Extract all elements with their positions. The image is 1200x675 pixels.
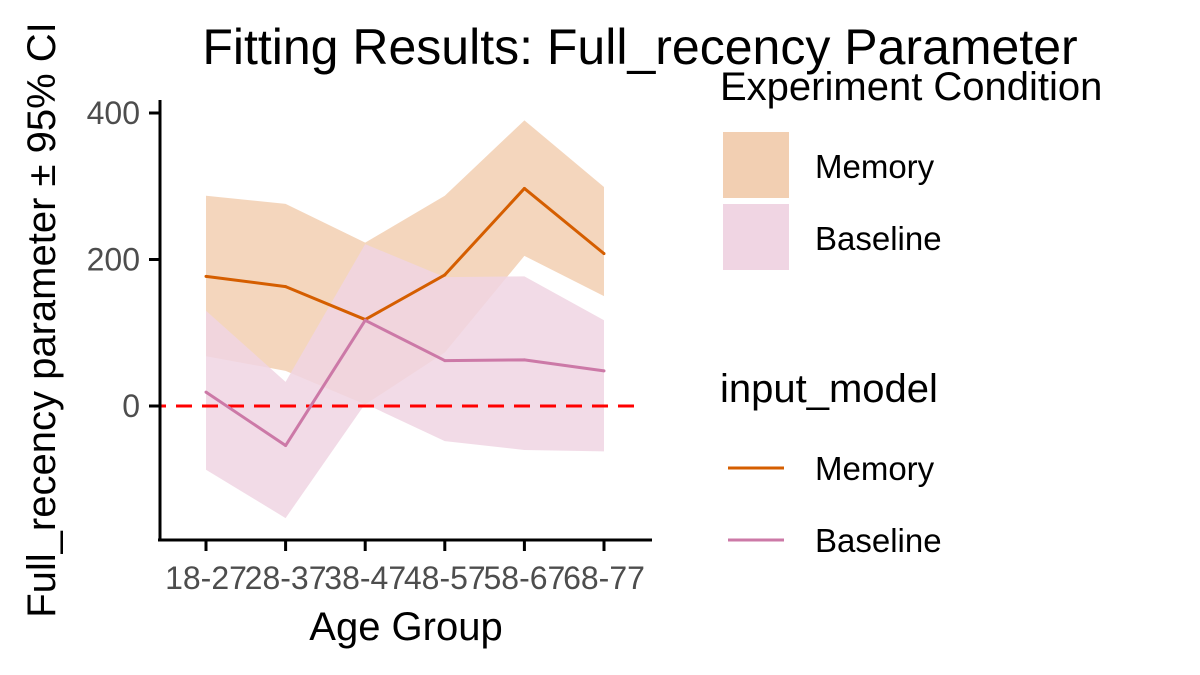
y-tick-label: 400 [87,95,140,131]
data-point-baseline [363,318,367,322]
y-axis-title: Full_recency parameter ± 95% CI [20,22,64,618]
legend-title: input_model [720,367,938,411]
series-lines [204,186,606,448]
legend-key-baseline-fill [723,204,789,270]
x-tick-label: 38-47 [324,560,406,596]
data-point-baseline [602,369,606,373]
legend-experiment-condition: Experiment Condition Memory Baseline [720,65,1102,270]
x-tick-label: 18-27 [165,560,247,596]
y-tick-label: 200 [87,242,140,278]
x-tick-label: 28-37 [245,560,327,596]
plot-area [150,120,642,519]
y-ticks: 0 200 400 [87,95,160,424]
x-tick-label: 48-57 [404,560,486,596]
legend-title: Experiment Condition [720,65,1102,109]
data-point-baseline [522,358,526,362]
ci-ribbon-baseline [206,244,604,519]
x-axis-title: Age Group [309,605,502,649]
legend-label: Baseline [815,220,942,257]
chart-title: Fitting Results: Full_recency Parameter [202,19,1077,75]
legend-input-model: input_model Memory Baseline [720,367,942,559]
series-line-baseline [205,318,605,448]
data-point-memory [284,285,288,289]
x-tick-label: 58-67 [483,560,565,596]
series-line-memory [205,186,605,322]
data-point-memory [204,274,208,278]
data-point-memory [443,273,447,277]
y-tick-label: 0 [122,388,140,424]
legend-key-memory-fill [723,132,789,198]
legend-label: Baseline [815,522,942,559]
data-point-baseline [284,444,288,448]
ci-ribbons [206,120,604,519]
y-axis: 0 200 400 [87,95,162,540]
data-point-baseline [443,359,447,363]
x-tick-label: 68-77 [563,560,645,596]
data-point-baseline [204,390,208,394]
legend-label: Memory [815,148,935,185]
legend-label: Memory [815,450,935,487]
data-point-memory [522,186,526,190]
data-point-memory [602,252,606,256]
